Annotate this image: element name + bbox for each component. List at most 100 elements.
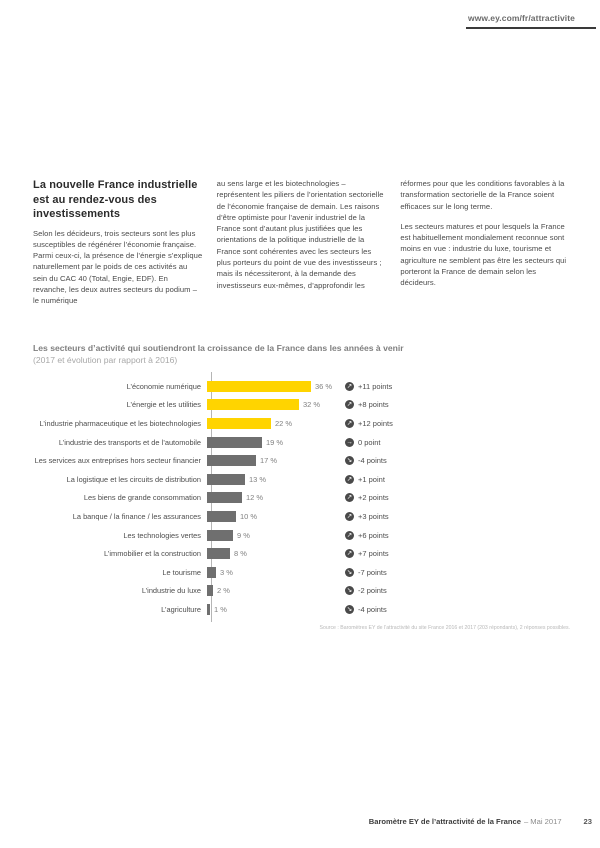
value-bar <box>207 417 271 429</box>
chart-row: L’immobilier et la construction 8 % ↗ +7 po… <box>33 544 570 563</box>
category-label: L’immobilier et la construction <box>104 549 201 559</box>
article-heading: La nouvelle France industrielle est au r… <box>33 179 198 221</box>
category-label: La logistique et les circuits de distrib… <box>66 474 201 484</box>
delta-label: -4 points <box>358 456 387 466</box>
value-bar <box>207 492 242 504</box>
intro-column-3: réformes pour que les conditions favorab… <box>400 178 570 307</box>
value-bar <box>207 455 256 467</box>
category-label: L’industrie pharmaceutique et les biotec… <box>39 418 201 428</box>
footer-report-title: Baromètre EY de l’attractivité de la Fra… <box>368 817 521 826</box>
chart-row: Les biens de grande consommation 12 % ↗ +2 … <box>33 489 570 508</box>
trend-arrow-down-icon: ↘ <box>345 456 354 466</box>
ey-attractiveness-url-link[interactable]: www.ey.com/fr/attractivite <box>468 13 575 23</box>
article-paragraph-1: Selon les décideurs, trois secteurs sont… <box>33 228 203 306</box>
value-label: 2 % <box>217 586 230 596</box>
trend-arrow-up-icon: ↗ <box>345 493 354 503</box>
category-label: L’énergie et les utilities <box>126 400 201 410</box>
delta-badge: ↗ +12 points <box>345 418 393 428</box>
value-bar <box>207 529 233 541</box>
chart-row: La logistique et les circuits de distrib… <box>33 470 570 489</box>
delta-badge: ↘ -4 points <box>345 604 387 614</box>
intro-column-1: La nouvelle France industrielle est au r… <box>33 178 203 307</box>
trend-arrow-up-icon: ↗ <box>345 549 354 559</box>
trend-arrow-up-icon: ↗ <box>345 381 354 391</box>
chart-row: L’agriculture 1 % ↘ -4 points <box>33 600 570 619</box>
value-label: 19 % <box>266 437 284 447</box>
delta-badge: ↗ +7 points <box>345 549 389 559</box>
value-label: 36 % <box>315 381 333 391</box>
delta-label: +7 points <box>358 549 389 559</box>
value-label: 1 % <box>214 604 227 614</box>
trend-arrow-up-icon: ↗ <box>345 400 354 410</box>
chart-rows: L’économie numérique 36 % ↗ +11 points L’éne… <box>33 372 570 622</box>
category-label: L’agriculture <box>161 604 201 614</box>
value-label: 12 % <box>246 493 264 503</box>
article-paragraph-2: au sens large et les biotechnologies – r… <box>216 179 384 290</box>
delta-label: +6 points <box>358 530 389 540</box>
value-label: 32 % <box>303 400 321 410</box>
category-label: L’industrie des transports et de l’autom… <box>58 437 201 447</box>
trend-arrow-up-icon: ↗ <box>345 511 354 521</box>
header-rule <box>466 27 596 29</box>
category-label: Le tourisme <box>162 567 201 577</box>
trend-arrow-down-icon: ↘ <box>345 604 354 614</box>
chart-title: Les secteurs d’activité qui soutiendront… <box>33 343 404 353</box>
delta-label: -4 points <box>358 604 387 614</box>
value-bar <box>207 548 230 560</box>
value-label: 17 % <box>260 456 278 466</box>
chart-source-note: Source : Baromètres EY de l’attractivité… <box>319 624 571 631</box>
article-paragraph-4: Les secteurs matures et pour lesquels la… <box>400 221 567 288</box>
delta-label: +8 points <box>358 400 389 410</box>
category-label: L’économie numérique <box>126 381 201 391</box>
value-bar <box>207 585 213 597</box>
value-label: 10 % <box>240 511 258 521</box>
delta-label: +12 points <box>358 418 393 428</box>
delta-label: +3 points <box>358 511 389 521</box>
value-bar <box>207 566 216 578</box>
category-label: Les services aux entreprises hors secteu… <box>34 456 201 466</box>
chart-row: L’industrie des transports et de l’autom… <box>33 433 570 452</box>
category-label: Les biens de grande consommation <box>83 493 201 503</box>
delta-badge: → 0 point <box>345 437 381 447</box>
delta-badge: ↘ -4 points <box>345 456 387 466</box>
delta-badge: ↘ -7 points <box>345 567 387 577</box>
chart-row: L’économie numérique 36 % ↗ +11 points <box>33 377 570 396</box>
trend-arrow-up-icon: ↗ <box>345 474 354 484</box>
delta-label: 0 point <box>358 437 381 447</box>
value-bar <box>207 473 245 485</box>
value-label: 9 % <box>237 530 250 540</box>
value-label: 13 % <box>249 474 267 484</box>
chart-row: L’industrie du luxe 2 % ↘ -2 points <box>33 582 570 601</box>
value-bar <box>207 510 236 522</box>
value-label: 22 % <box>275 418 293 428</box>
delta-label: -7 points <box>358 567 387 577</box>
intro-column-2: au sens large et les biotechnologies – r… <box>217 178 387 307</box>
trend-arrow-up-icon: ↗ <box>345 530 354 540</box>
category-label: L’industrie du luxe <box>141 586 201 596</box>
chart-row: La banque / la finance / les assurances 1… <box>33 507 570 526</box>
footer-date: – Mai 2017 <box>523 817 562 826</box>
value-bar <box>207 436 262 448</box>
category-label: Les technologies vertes <box>123 530 201 540</box>
chart-row: Les technologies vertes 9 % ↗ +6 points <box>33 526 570 545</box>
delta-badge: ↘ -2 points <box>345 586 387 596</box>
value-bar <box>207 380 311 392</box>
delta-label: +11 points <box>358 381 393 391</box>
article-paragraph-3: réformes pour que les conditions favorab… <box>400 179 565 211</box>
chart-row: Le tourisme 3 % ↘ -7 points <box>33 563 570 582</box>
intro-columns: La nouvelle France industrielle est au r… <box>33 178 570 307</box>
page-footer: Baromètre EY de l’attractivité de la Fra… <box>369 817 592 826</box>
delta-badge: ↗ +6 points <box>345 530 389 540</box>
chart-row: L’industrie pharmaceutique et les biotec… <box>33 414 570 433</box>
delta-label: +1 point <box>358 474 385 484</box>
footer-page-number: 23 <box>583 817 592 826</box>
delta-label: +2 points <box>358 493 389 503</box>
value-label: 8 % <box>234 549 247 559</box>
delta-badge: ↗ +3 points <box>345 511 389 521</box>
chart-row: Les services aux entreprises hors secteu… <box>33 451 570 470</box>
delta-badge: ↗ +8 points <box>345 400 389 410</box>
value-bar <box>207 399 299 411</box>
chart-row: L’énergie et les utilities 32 % ↗ +8 points <box>33 396 570 415</box>
category-label: La banque / la finance / les assurances <box>72 511 201 521</box>
